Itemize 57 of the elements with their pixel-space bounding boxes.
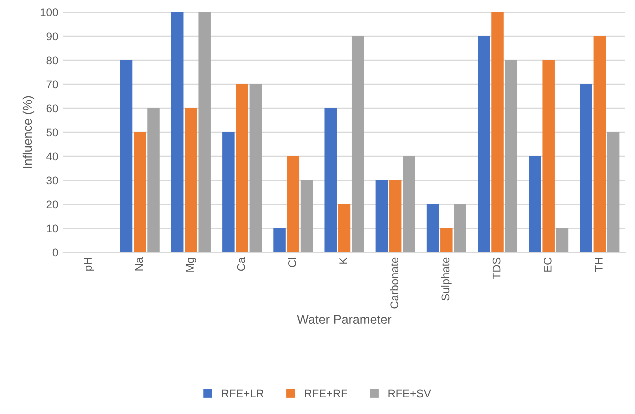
- bar: [492, 12, 504, 253]
- x-tick-label: Sulphate: [441, 258, 452, 301]
- y-tick-label: 40: [46, 152, 58, 161]
- y-tick-label: 0: [52, 248, 58, 257]
- bar: [542, 60, 555, 253]
- x-tick-label: TH: [595, 258, 603, 272]
- y-tick-label: 90: [46, 32, 58, 41]
- y-axis-title: Influence (%): [22, 96, 35, 168]
- bar: [236, 84, 248, 253]
- bar: [324, 108, 337, 253]
- x-tick-label: Cl: [288, 258, 296, 268]
- bar: [505, 60, 518, 253]
- bar: [607, 132, 620, 253]
- x-tick-label: TDS: [492, 258, 501, 280]
- bar: [376, 180, 388, 253]
- legend-label: RFE+LR: [222, 390, 264, 398]
- bar: [478, 36, 490, 253]
- legend-label: RFE+RF: [305, 390, 348, 398]
- x-axis-title: Water Parameter: [297, 315, 392, 324]
- x-tick-label: Mg: [186, 258, 196, 272]
- legend-label: RFE+SV: [388, 390, 432, 398]
- bar: [389, 180, 402, 253]
- bar: [148, 108, 160, 253]
- bar: [580, 84, 592, 253]
- x-tick-label: Ca: [237, 257, 246, 272]
- x-tick-label: Na: [135, 257, 144, 271]
- bar: [594, 36, 606, 253]
- bar: [185, 108, 198, 253]
- bar: [529, 156, 542, 253]
- bar: [338, 204, 351, 253]
- bar: [287, 156, 300, 253]
- bar: [352, 36, 364, 253]
- bar: [120, 60, 133, 253]
- bar: [426, 204, 440, 253]
- x-tick-label: EC: [544, 258, 552, 272]
- y-tick-label: 10: [47, 224, 58, 233]
- bar: [556, 228, 569, 253]
- bar: [300, 180, 314, 253]
- bar: [274, 228, 286, 253]
- bar: [403, 156, 416, 253]
- x-tick-label: Carbonate: [390, 258, 399, 309]
- y-tick-label: 60: [46, 104, 58, 113]
- bar: [198, 12, 211, 253]
- x-tick-label: pH: [84, 258, 94, 271]
- y-tick-label: 20: [46, 200, 58, 209]
- bar: [440, 228, 453, 253]
- y-tick-label: 100: [40, 8, 58, 17]
- bar: [222, 132, 235, 253]
- y-tick-label: 50: [46, 128, 58, 137]
- bar: [171, 12, 184, 253]
- bar: [454, 204, 466, 253]
- x-tick-label: K: [340, 258, 348, 264]
- y-tick-label: 30: [46, 176, 58, 185]
- y-tick-label: 70: [46, 80, 58, 89]
- y-tick-label: 80: [46, 56, 58, 65]
- bar: [250, 84, 262, 253]
- bar: [134, 132, 146, 253]
